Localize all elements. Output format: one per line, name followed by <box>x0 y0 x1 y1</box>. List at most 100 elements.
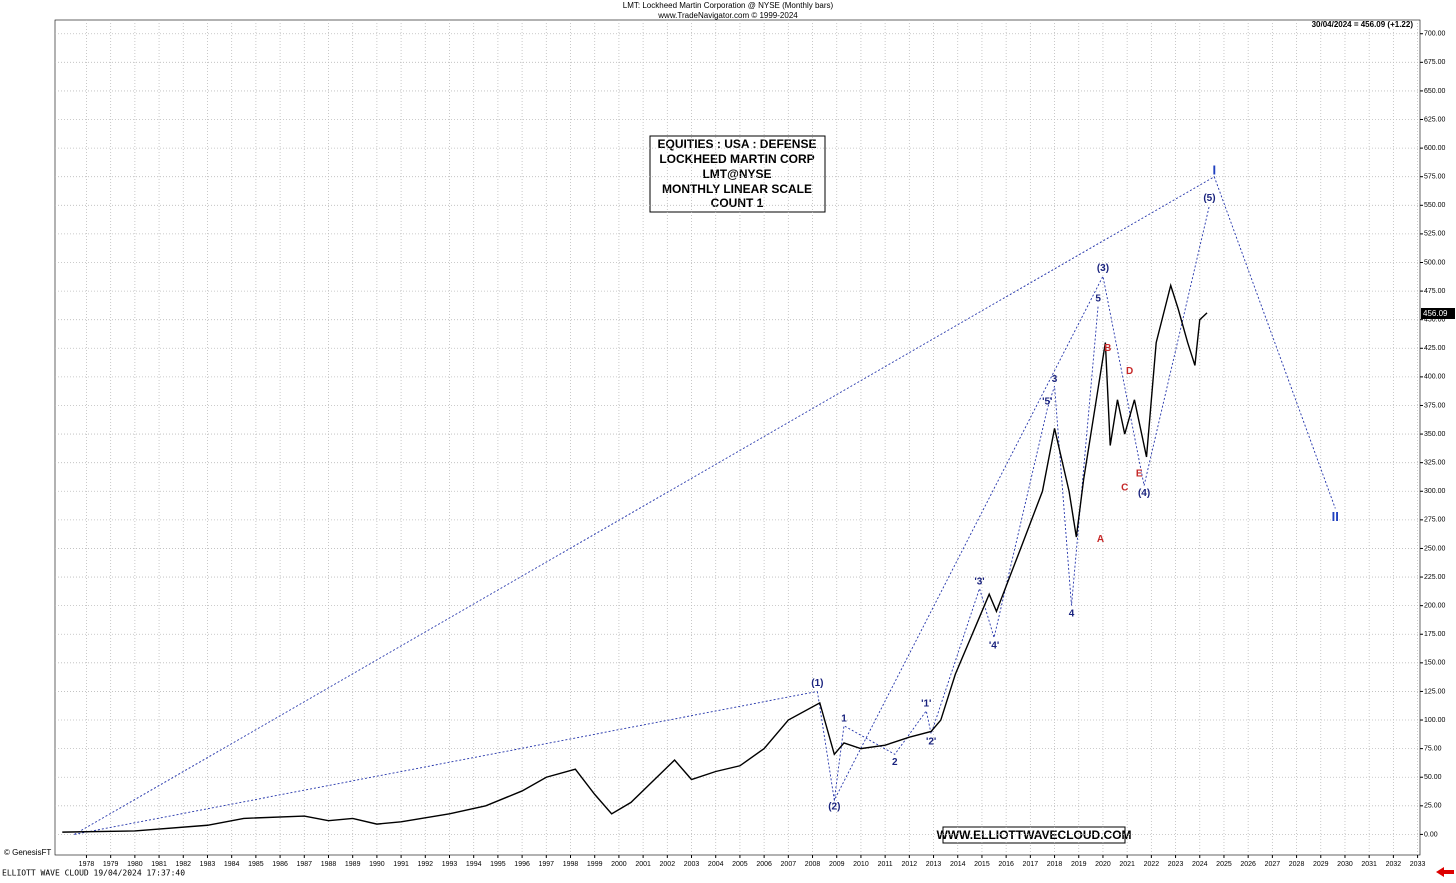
x-tick-label: 1979 <box>103 861 119 868</box>
x-tick-label: 2026 <box>1240 861 1256 868</box>
wave-label: (4) <box>1138 488 1150 499</box>
wave-label: C <box>1121 482 1128 493</box>
y-tick-label: 200.00 <box>1424 602 1446 609</box>
x-tick-label: 1996 <box>514 861 530 868</box>
y-tick-label: 300.00 <box>1424 488 1446 495</box>
info-line: LMT@NYSE <box>702 167 771 181</box>
chart-title: LMT: Lockheed Martin Corporation @ NYSE … <box>623 1 834 10</box>
wave-label: (3) <box>1097 263 1109 274</box>
y-tick-label: 475.00 <box>1424 288 1446 295</box>
y-tick-label: 400.00 <box>1424 374 1446 381</box>
copyright: © GenesisFT <box>4 848 51 857</box>
x-tick-label: 2001 <box>635 861 651 868</box>
x-tick-label: 2018 <box>1047 861 1063 868</box>
info-line: EQUITIES : USA : DEFENSE <box>658 137 817 151</box>
x-tick-label: 1997 <box>539 861 555 868</box>
x-tick-label: 2008 <box>805 861 821 868</box>
y-tick-label: 500.00 <box>1424 259 1446 266</box>
x-tick-label: 2003 <box>684 861 700 868</box>
wave-label: (5) <box>1203 193 1215 204</box>
info-box-frame <box>649 135 826 213</box>
x-tick-label: 1998 <box>563 861 579 868</box>
info-line: COUNT 1 <box>711 196 764 210</box>
y-tick-label: 550.00 <box>1424 202 1446 209</box>
info-line: LOCKHEED MARTIN CORP <box>659 152 814 166</box>
wave-label: 5 <box>1095 294 1101 305</box>
info-line: MONTHLY LINEAR SCALE <box>662 182 812 196</box>
y-tick-label: 125.00 <box>1424 688 1446 695</box>
x-tick-label: 2004 <box>708 861 724 868</box>
x-tick-label: 1984 <box>224 861 240 868</box>
y-tick-label: 425.00 <box>1424 345 1446 352</box>
y-tick-label: 600.00 <box>1424 145 1446 152</box>
x-tick-label: 2014 <box>950 861 966 868</box>
wave-label: I <box>1212 162 1216 177</box>
x-tick-label: 1978 <box>79 861 95 868</box>
website-frame <box>942 826 1126 844</box>
x-tick-label: 2025 <box>1216 861 1232 868</box>
x-tick-label: 2012 <box>902 861 918 868</box>
x-tick-label: 1999 <box>587 861 603 868</box>
wave-line <box>74 176 1336 835</box>
wave-label: (2) <box>828 802 840 813</box>
x-tick-label: 2005 <box>732 861 748 868</box>
wave-label: 3 <box>1052 374 1058 385</box>
price-tag-bg <box>1421 308 1455 319</box>
x-tick-label: 2007 <box>781 861 797 868</box>
y-tick-label: 75.00 <box>1424 745 1442 752</box>
y-tick-label: 100.00 <box>1424 717 1446 724</box>
wave-label: D <box>1126 366 1133 377</box>
wave-label: '4' <box>989 640 999 651</box>
x-tick-label: 2002 <box>660 861 676 868</box>
y-tick-label: 450.00 <box>1424 317 1446 324</box>
website-box: WWW.ELLIOTTWAVECLOUD.COM <box>936 826 1132 844</box>
x-tick-label: 2010 <box>853 861 869 868</box>
x-tick-label: 2017 <box>1023 861 1039 868</box>
x-tick-label: 1991 <box>393 861 409 868</box>
price-line <box>62 282 1208 833</box>
x-tick-label: 2029 <box>1313 861 1329 868</box>
x-tick-label: 1980 <box>127 861 143 868</box>
wave-label: II <box>1332 509 1339 524</box>
chart-subtitle: www.TradeNavigator.com © 1999-2024 <box>657 11 798 20</box>
scroll-arrow[interactable] <box>1436 867 1454 877</box>
x-tick-label: 1992 <box>418 861 434 868</box>
y-tick-label: 150.00 <box>1424 660 1446 667</box>
wave-label: E <box>1136 469 1143 480</box>
x-tick-label: 2027 <box>1265 861 1281 868</box>
x-tick-label: 1993 <box>442 861 458 868</box>
x-tick-label: 1988 <box>321 861 337 868</box>
x-tick-label: 1982 <box>175 861 191 868</box>
y-tick-label: 250.00 <box>1424 545 1446 552</box>
x-tick-label: 1987 <box>296 861 312 868</box>
y-tick-label: 350.00 <box>1424 431 1446 438</box>
last-quote: 30/04/2024 = 456.09 (+1.22) <box>1312 20 1414 29</box>
y-tick-label: 25.00 <box>1424 803 1442 810</box>
x-tick-label: 1995 <box>490 861 506 868</box>
wave-label: '2' <box>926 736 936 747</box>
x-tick-label: 2009 <box>829 861 845 868</box>
info-box: EQUITIES : USA : DEFENSE LOCKHEED MARTIN… <box>649 135 826 213</box>
x-tick-label: 2013 <box>926 861 942 868</box>
y-tick-label: 575.00 <box>1424 174 1446 181</box>
website: WWW.ELLIOTTWAVECLOUD.COM <box>936 828 1131 842</box>
x-tick-label: 2000 <box>611 861 627 868</box>
x-tick-label: 2031 <box>1361 861 1377 868</box>
x-tick-label: 2020 <box>1095 861 1111 868</box>
wave-label: 2 <box>892 757 898 768</box>
x-tick-label: 2024 <box>1192 861 1208 868</box>
x-tick-label: 2016 <box>998 861 1014 868</box>
y-tick-label: 50.00 <box>1424 774 1442 781</box>
x-tick-label: 2023 <box>1168 861 1184 868</box>
y-tick-label: 625.00 <box>1424 116 1446 123</box>
y-tick-label: 525.00 <box>1424 231 1446 238</box>
x-tick-label: 1983 <box>200 861 216 868</box>
y-tick-label: 375.00 <box>1424 402 1446 409</box>
wave-label: '1' <box>921 699 931 710</box>
wave-label: 4 <box>1069 608 1075 619</box>
x-tick-label: 1994 <box>466 861 482 868</box>
wave-label: '5' <box>1042 397 1052 408</box>
wave-label: '3' <box>974 576 984 587</box>
price-tag: 456.09 <box>1423 309 1448 318</box>
